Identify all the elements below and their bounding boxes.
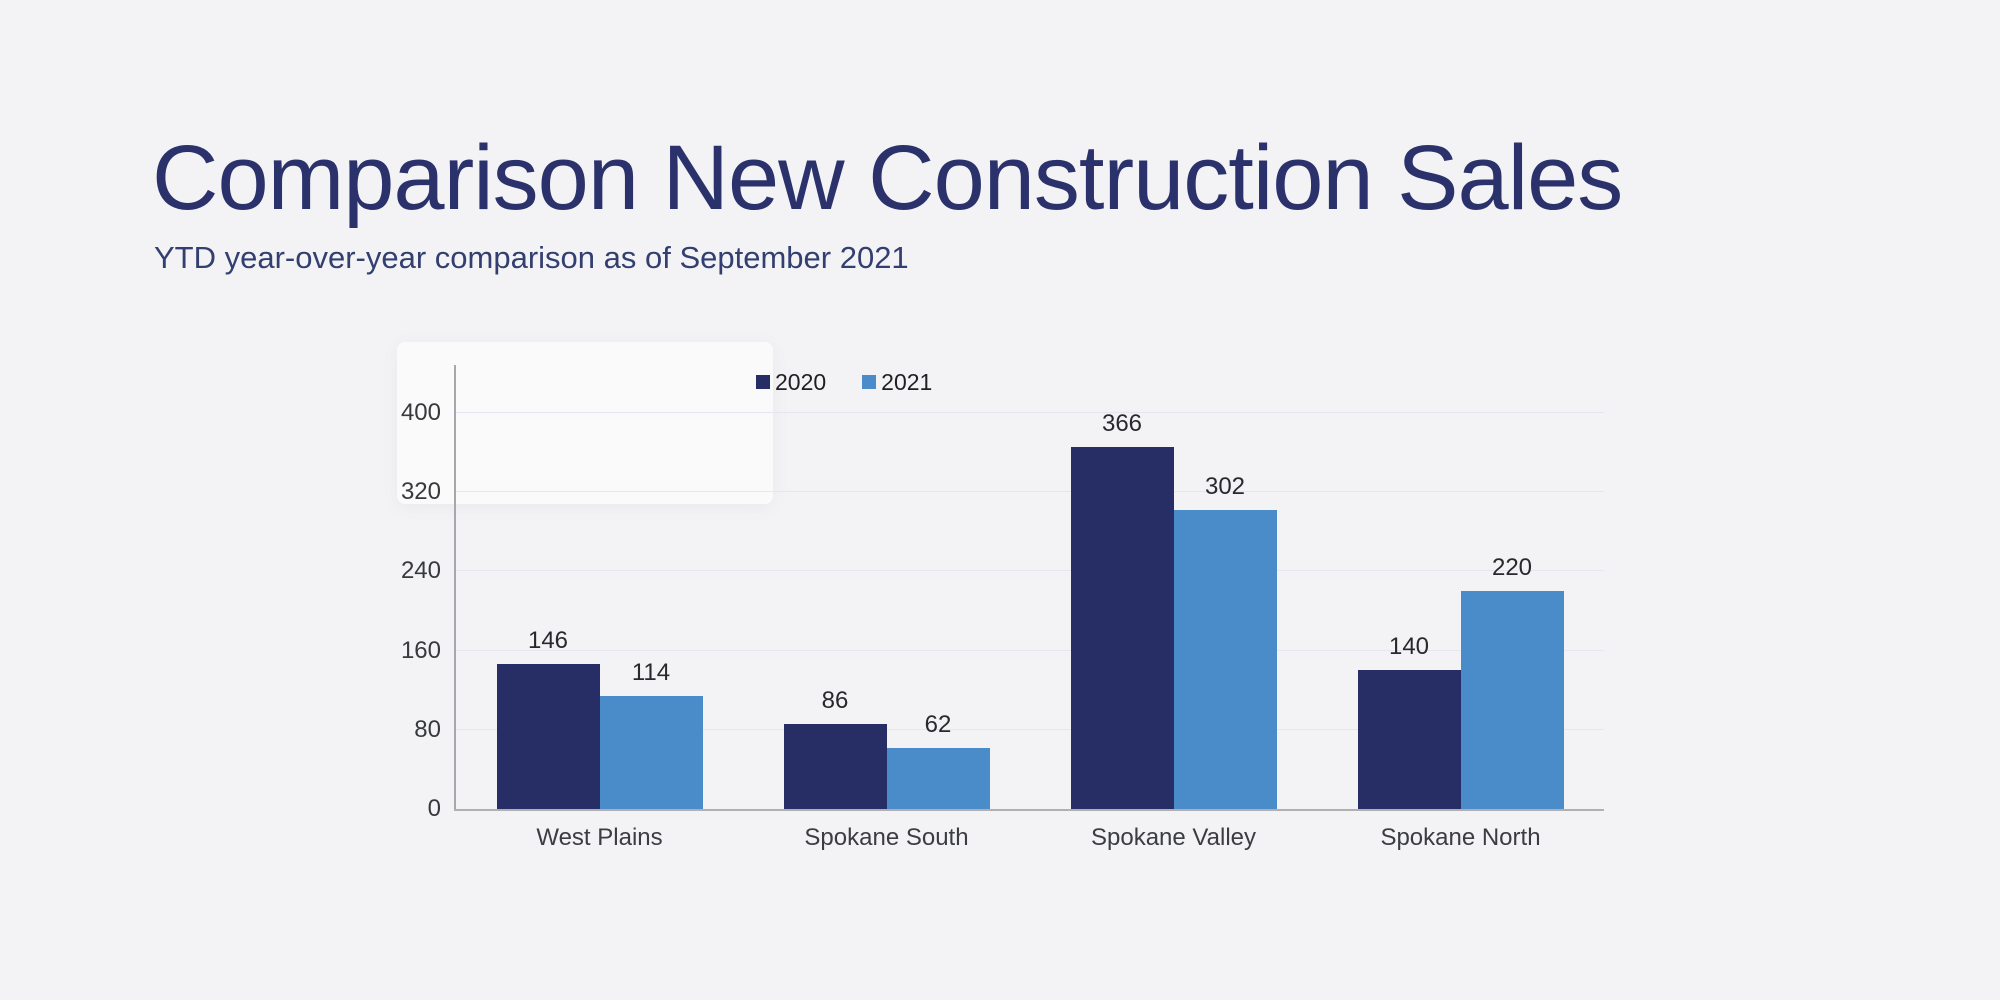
bar-value-label: 140 [1388,633,1430,661]
bar-value-label: 146 [527,627,569,655]
plot-area: 2020 2021 0 80 160 240 320 400 146 114 West Plain… [401,365,1604,851]
bar-value-label: 114 [631,659,671,687]
y-tick-label: 320 [400,478,441,506]
bar [886,747,990,809]
bar [1460,591,1564,809]
bar [783,723,887,809]
bar-value-label: 302 [1204,473,1246,501]
legend-label: 2020 [775,369,827,395]
bar [1173,510,1277,809]
bar-value-label: 62 [924,710,952,738]
gridline [456,570,1604,572]
bar [599,696,703,809]
y-tick-label: 160 [400,636,441,664]
page-title: Comparison New Construction Sales [152,127,1623,229]
legend-item: 2020 [756,369,826,395]
legend-swatch [756,375,770,389]
y-tick-label: 80 [414,715,441,743]
bar [496,664,600,809]
bar [1070,446,1174,809]
y-axis-line [454,365,456,811]
y-tick-label: 240 [400,557,441,585]
gridline [456,728,1604,730]
gridline [456,649,1604,651]
gridline [456,412,1604,413]
y-tick-label: 400 [400,399,441,426]
legend-swatch [862,375,877,389]
x-axis-line [454,809,1604,811]
legend: 2020 2021 [756,369,932,395]
gridline [456,491,1604,493]
bar-value-label: 366 [1101,409,1143,437]
bar-value-label: 220 [1491,554,1533,582]
category-label: Spokane South [804,824,969,851]
category-label: Spokane Valley [1091,824,1256,851]
y-tick-label: 0 [427,795,441,822]
highlight-panel [397,342,773,504]
bar-value-label: 86 [821,686,849,714]
legend-item: 2021 [862,369,932,395]
category-label: West Plains [536,824,663,851]
category-label: Spokane North [1380,824,1541,851]
page-subtitle: YTD year-over-year comparison as of Sept… [154,240,909,275]
legend-label: 2021 [881,369,933,395]
bar [1357,670,1461,809]
